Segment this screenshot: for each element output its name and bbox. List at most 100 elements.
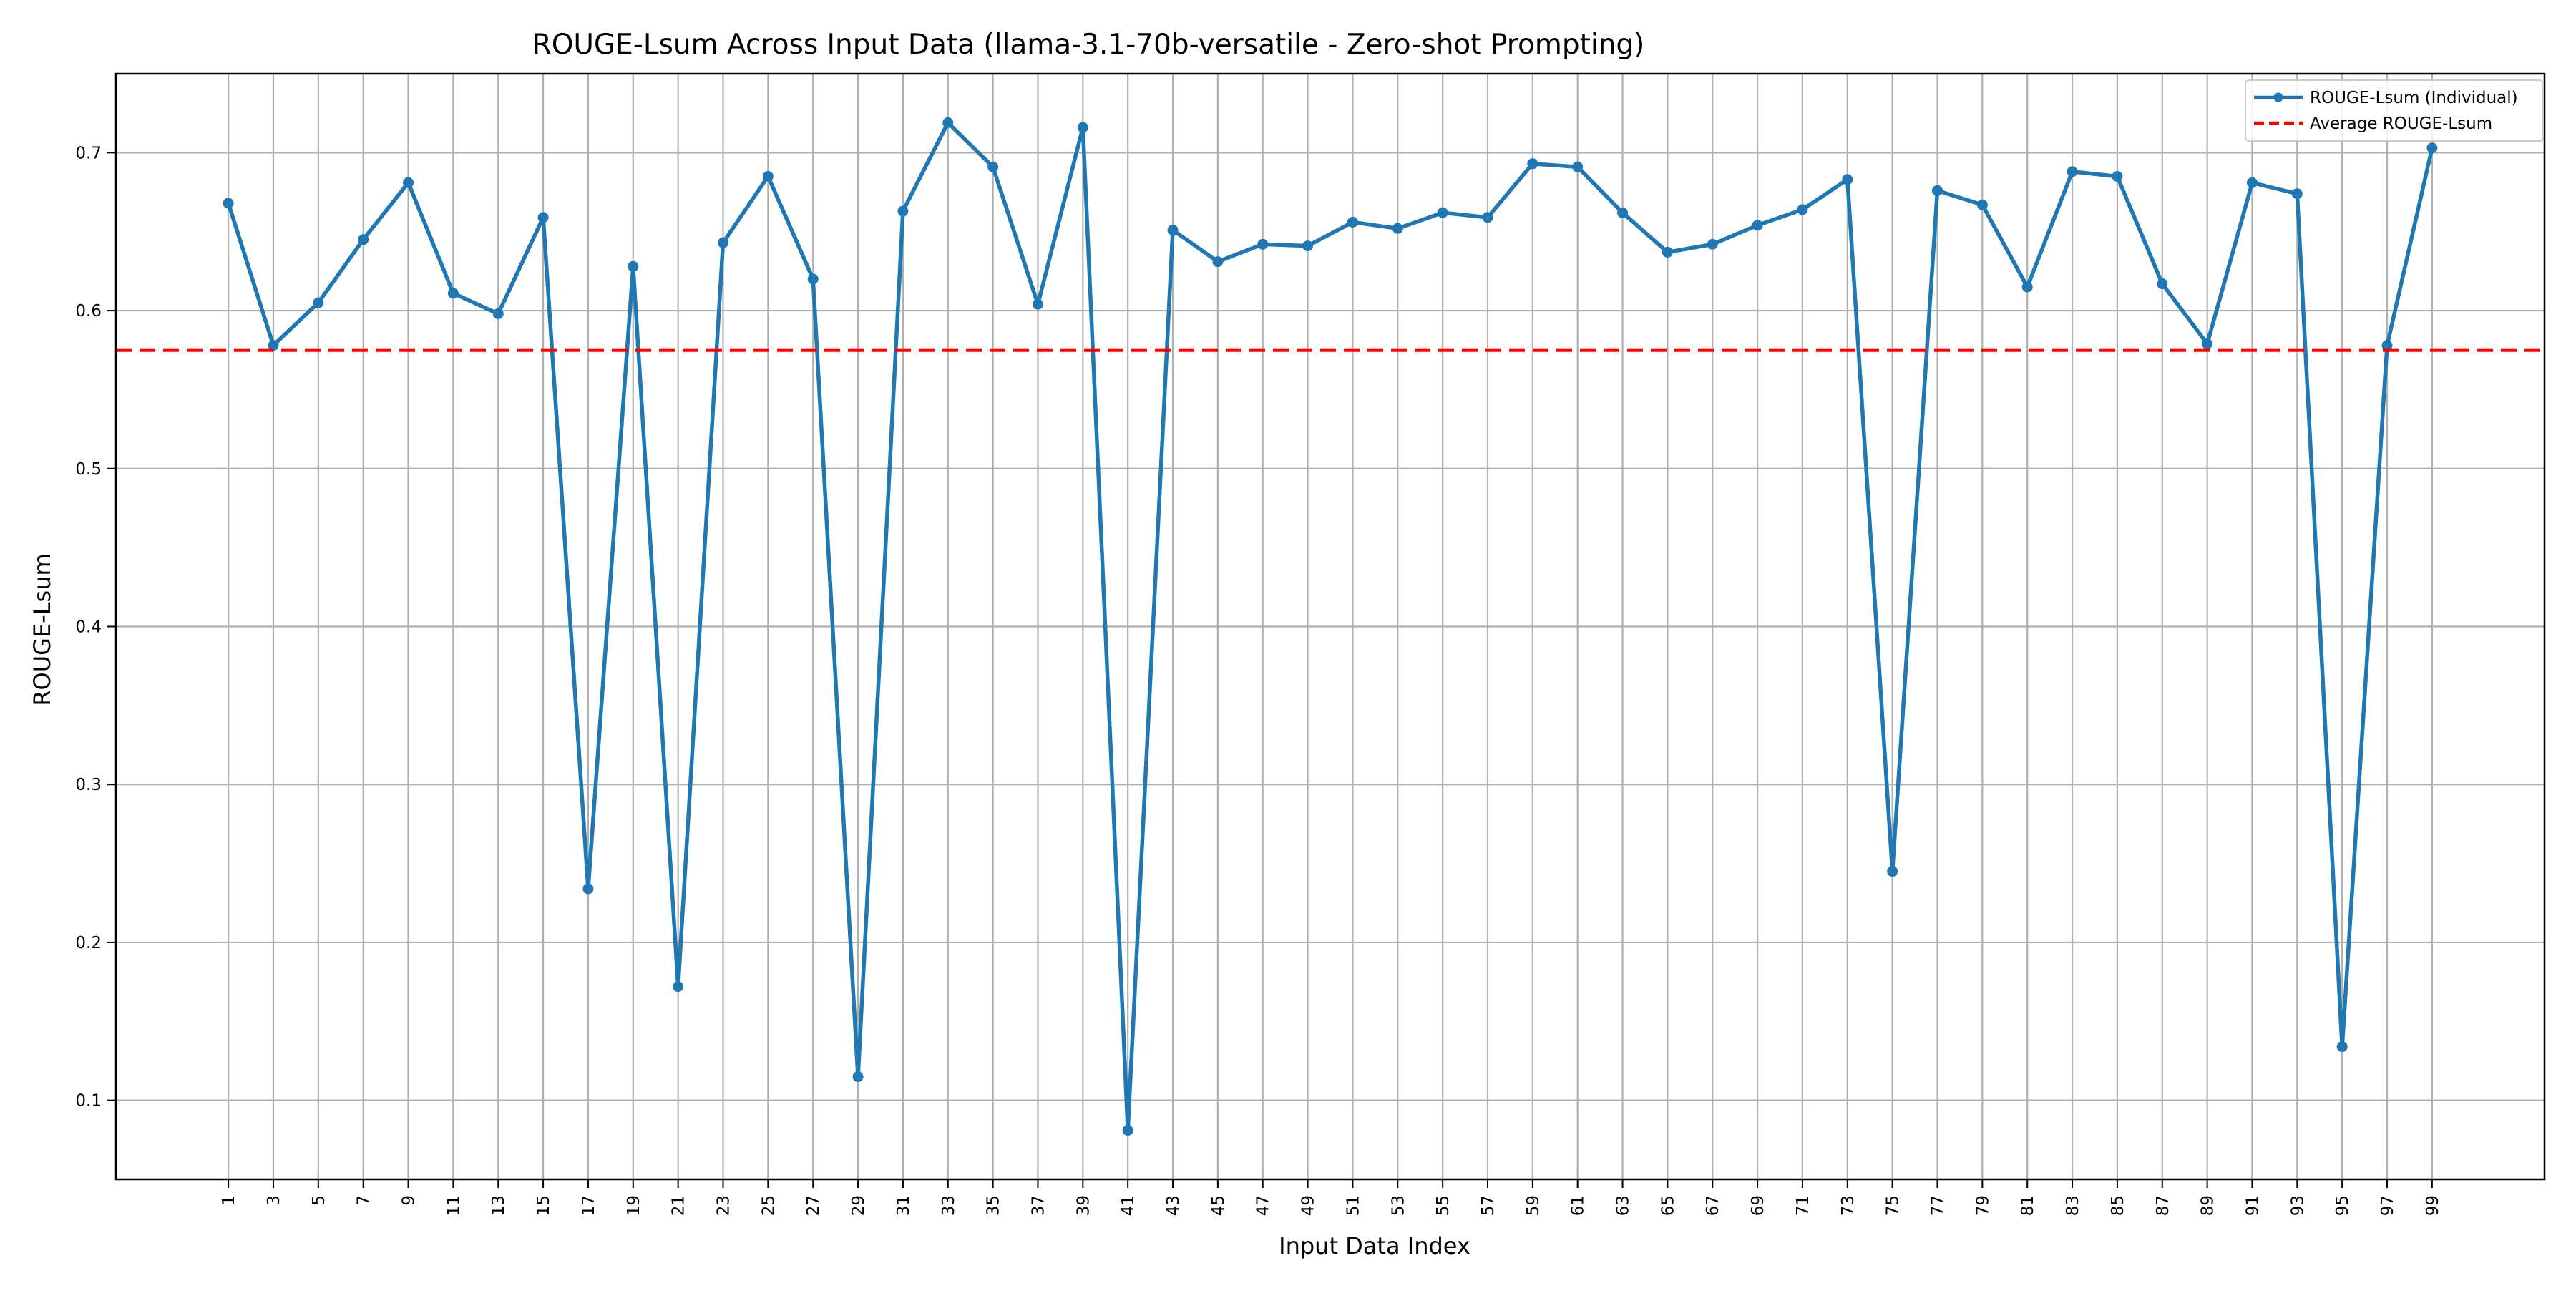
data-point <box>673 981 684 993</box>
data-point <box>807 273 819 285</box>
x-tick-label: 63 <box>1614 1195 1633 1216</box>
x-tick-label: 11 <box>444 1195 463 1216</box>
data-point <box>2021 281 2033 293</box>
x-tick-label: 13 <box>489 1195 508 1216</box>
data-point <box>897 205 909 217</box>
x-tick-label: 25 <box>759 1195 778 1216</box>
legend-label-individual: ROUGE-Lsum (Individual) <box>2310 89 2518 107</box>
data-point <box>1707 238 1718 250</box>
data-point <box>1932 185 1943 196</box>
x-tick-label: 57 <box>1479 1195 1498 1216</box>
x-tick-label: 77 <box>1929 1195 1948 1216</box>
data-point <box>1167 225 1179 236</box>
x-tick-label: 85 <box>2109 1195 2127 1216</box>
x-tick-label: 67 <box>1704 1195 1722 1216</box>
x-tick-label: 39 <box>1074 1195 1093 1216</box>
data-point <box>2246 177 2258 188</box>
data-point <box>582 883 594 895</box>
x-tick-label: 27 <box>804 1195 823 1216</box>
x-tick-label: 73 <box>1839 1195 1858 1216</box>
x-tick-label: 37 <box>1029 1195 1048 1216</box>
x-tick-label: 19 <box>625 1195 643 1216</box>
x-tick-label: 43 <box>1164 1195 1183 1216</box>
data-point <box>987 161 999 172</box>
x-tick-label: 87 <box>2154 1195 2172 1216</box>
x-tick-label: 3 <box>265 1195 283 1206</box>
data-point <box>2381 340 2393 351</box>
data-point <box>2426 142 2438 154</box>
data-point <box>1617 207 1629 218</box>
y-tick-label: 0.4 <box>75 618 102 637</box>
x-tick-label: 45 <box>1209 1195 1228 1216</box>
x-tick-label: 9 <box>400 1195 419 1206</box>
data-point <box>2202 338 2213 349</box>
data-point <box>1437 207 1448 218</box>
data-point <box>1032 298 1043 310</box>
series-layer <box>223 117 2438 1136</box>
x-tick-label: 47 <box>1254 1195 1273 1216</box>
x-tick-label: 1 <box>220 1195 238 1206</box>
series-line-0 <box>226 120 2434 1133</box>
data-point <box>1392 223 1403 234</box>
y-tick-label: 0.7 <box>75 144 102 162</box>
data-point <box>2067 166 2078 177</box>
data-point <box>762 170 774 182</box>
x-tick-label: 33 <box>940 1195 958 1216</box>
data-point <box>1752 220 1763 231</box>
data-point <box>1212 256 1224 268</box>
y-axis-ticks: 0.1 0.2 0.3 0.4 0.5 0.6 0.7 <box>75 144 116 1111</box>
x-tick-label: 15 <box>535 1195 553 1216</box>
data-point <box>1797 204 1808 215</box>
x-tick-label: 29 <box>849 1195 868 1216</box>
y-tick-label: 0.5 <box>75 460 102 479</box>
data-point <box>1976 199 1988 210</box>
data-point <box>492 308 504 319</box>
x-tick-label: 81 <box>2019 1195 2037 1216</box>
data-point <box>2291 188 2303 200</box>
x-tick-label: 21 <box>670 1195 688 1216</box>
x-tick-label: 61 <box>1569 1195 1588 1216</box>
data-point <box>1347 216 1358 228</box>
x-tick-label: 65 <box>1659 1195 1677 1216</box>
x-tick-label: 35 <box>985 1195 1003 1216</box>
x-tick-label: 83 <box>2064 1195 2082 1216</box>
data-point <box>1527 158 1538 170</box>
x-axis-ticks: 1 3 5 7 9 11 13 15 17 19 21 23 25 27 29 31 33 35 37 39 41 43 4… <box>220 1179 2442 1216</box>
data-point <box>1842 174 1853 185</box>
y-tick-label: 0.6 <box>75 302 102 321</box>
x-tick-label: 97 <box>2379 1195 2397 1216</box>
data-point <box>223 198 234 209</box>
x-tick-label: 59 <box>1524 1195 1543 1216</box>
x-tick-label: 99 <box>2424 1195 2442 1216</box>
data-point <box>852 1071 864 1083</box>
x-tick-label: 17 <box>580 1195 598 1216</box>
legend: ROUGE-Lsum (Individual) Average ROUGE-Ls… <box>2245 79 2544 142</box>
data-point <box>1572 161 1584 172</box>
x-tick-label: 91 <box>2243 1195 2262 1216</box>
data-point <box>537 212 549 223</box>
y-tick-label: 0.3 <box>75 776 102 794</box>
data-point <box>313 297 324 308</box>
x-tick-label: 93 <box>2288 1195 2307 1216</box>
data-point <box>718 237 728 248</box>
x-tick-label: 5 <box>310 1195 328 1206</box>
x-tick-label: 55 <box>1434 1195 1453 1216</box>
x-tick-label: 95 <box>2333 1195 2352 1216</box>
data-point <box>447 288 459 299</box>
x-axis-label: Input Data Index <box>1279 1232 1470 1260</box>
legend-frame <box>2245 79 2544 142</box>
data-point <box>268 340 279 351</box>
legend-marker-individual <box>2273 92 2283 102</box>
x-tick-label: 49 <box>1299 1195 1318 1216</box>
x-tick-label: 75 <box>1884 1195 1903 1216</box>
x-tick-label: 51 <box>1344 1195 1362 1216</box>
data-point <box>1122 1125 1133 1136</box>
x-tick-label: 41 <box>1119 1195 1138 1216</box>
data-point <box>1302 240 1314 252</box>
x-tick-label: 71 <box>1794 1195 1813 1216</box>
x-tick-label: 89 <box>2199 1195 2218 1216</box>
data-point <box>403 177 414 188</box>
x-tick-label: 69 <box>1749 1195 1767 1216</box>
